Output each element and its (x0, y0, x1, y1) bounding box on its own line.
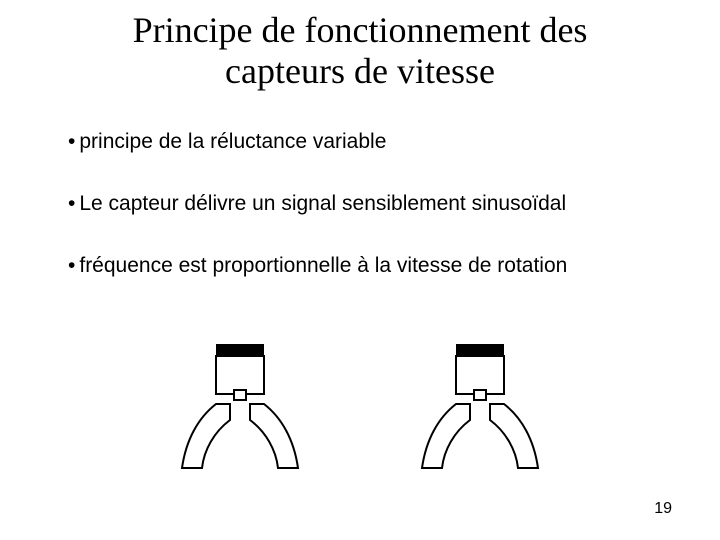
sensor-icon (420, 340, 540, 470)
slide-title: Principe de fonctionnement des capteurs … (0, 0, 720, 93)
sensor-body (216, 356, 264, 394)
bullet-list: •principe de la réluctance variable •Le … (0, 129, 720, 280)
slide: { "title": "Principe de fonctionnement d… (0, 0, 720, 540)
bullet-text: Le capteur délivre un signal sensiblemen… (79, 192, 566, 215)
page-number: 19 (654, 500, 672, 518)
bullet-dot-icon: • (68, 130, 75, 153)
bullet-text: fréquence est proportionnelle à la vites… (79, 254, 567, 277)
gear-tooth-right (490, 404, 538, 468)
sensor-icon (180, 340, 300, 470)
sensor-diagram (420, 340, 540, 470)
gear-tooth-right (250, 404, 298, 468)
sensor-tip (234, 390, 246, 400)
diagram-row (0, 340, 720, 470)
bullet-text: principe de la réluctance variable (79, 130, 386, 153)
sensor-cap (456, 344, 504, 356)
bullet-item: •Le capteur délivre un signal sensibleme… (68, 191, 680, 217)
sensor-tip (474, 390, 486, 400)
gear-tooth-left (422, 404, 470, 468)
sensor-cap (216, 344, 264, 356)
sensor-diagram (180, 340, 300, 470)
gear-tooth-left (182, 404, 230, 468)
sensor-body (456, 356, 504, 394)
bullet-item: •principe de la réluctance variable (68, 129, 680, 155)
bullet-item: •fréquence est proportionnelle à la vite… (68, 253, 680, 279)
bullet-dot-icon: • (68, 254, 75, 277)
bullet-dot-icon: • (68, 192, 75, 215)
